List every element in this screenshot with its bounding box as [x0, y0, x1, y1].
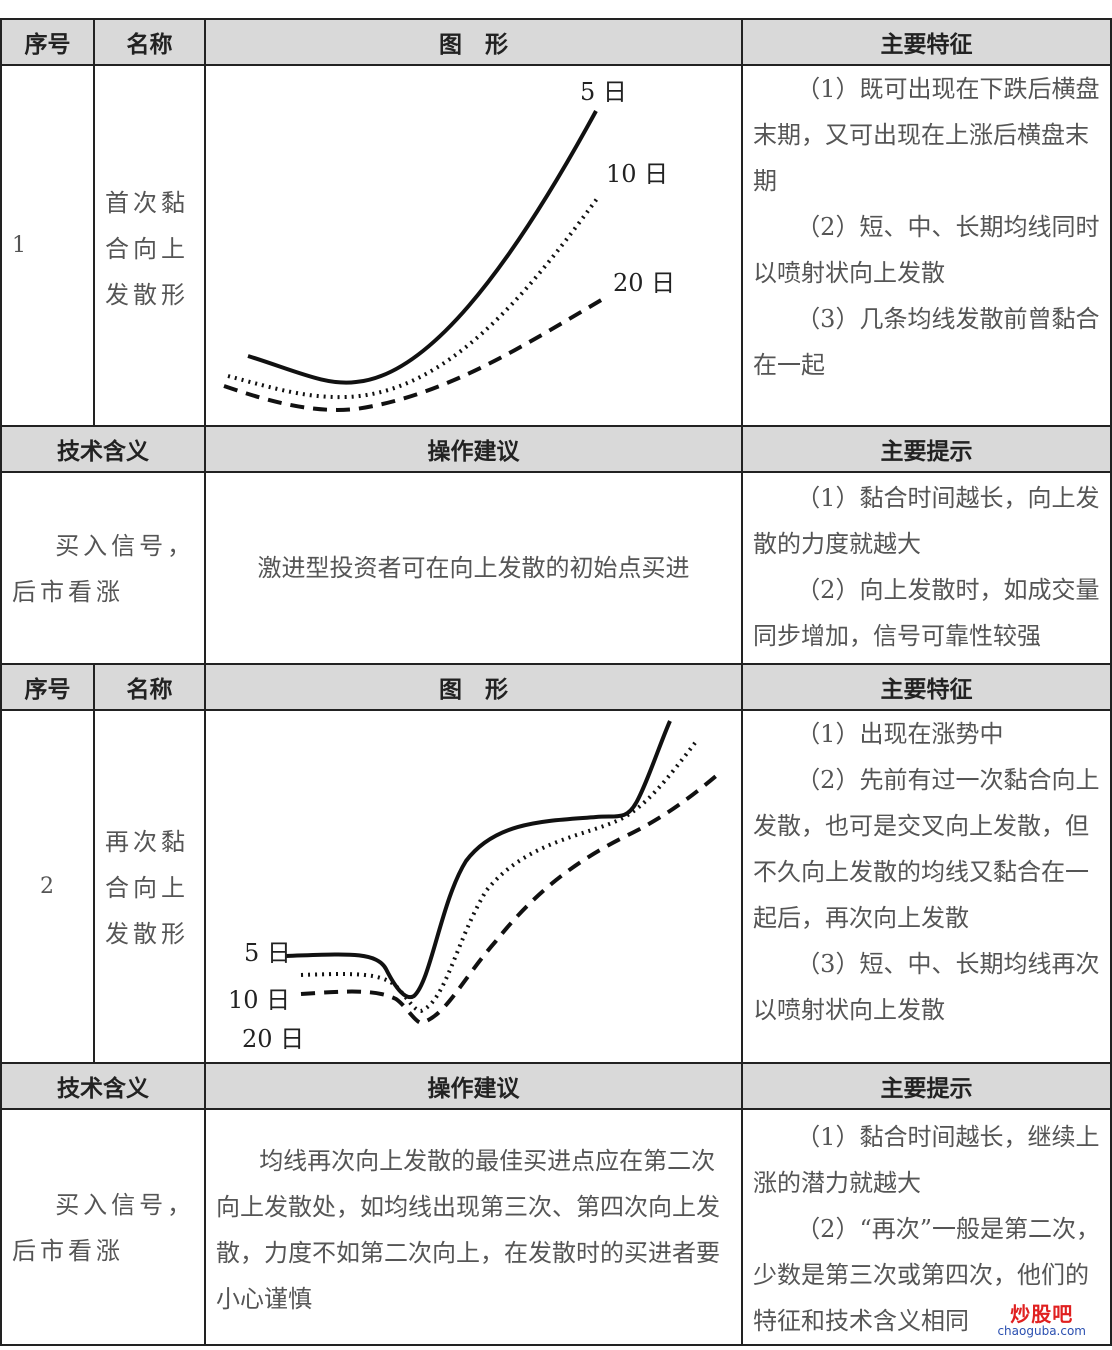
row1-tips: （1）黏合时间越长，向上发散的力度就越大 （2）向上发散时，如成交量同步增加，信…	[741, 471, 1112, 665]
ma5-label: 5 日	[244, 939, 291, 967]
row2-name-line3: 发散形	[105, 920, 189, 948]
row1-name-line2: 合向上	[105, 235, 189, 263]
watermark-brand: 炒股吧	[1010, 1302, 1074, 1326]
ma20-label: 20 日	[242, 1025, 304, 1053]
ma-pattern-table: 序号 名称 图 形 主要特征 1 首次黏 合向上 发散形 5 日 10 日 20…	[0, 18, 1112, 1346]
top-margin	[0, 0, 1112, 18]
row2-chart: 5 日 10 日 20 日	[204, 709, 743, 1064]
row1-advice-text: 激进型投资者可在向上发散的初始点买进	[257, 554, 690, 582]
row1-feature-2: （2）短、中、长期均线同时以喷射状向上发散	[753, 213, 1100, 287]
header-features: 主要特征	[741, 18, 1112, 66]
row1-features: （1）既可出现在下跌后横盘末期，又可出现在上涨后横盘末期 （2）短、中、长期均线…	[741, 64, 1112, 427]
row1-chart: 5 日 10 日 20 日	[204, 64, 743, 427]
header-seq-2: 序号	[0, 663, 95, 711]
watermark-domain: chaoguba.com	[997, 1324, 1086, 1338]
watermark: 炒股吧 chaoguba.com	[997, 1304, 1086, 1338]
row2-advice-text: 均线再次向上发散的最佳买进点应在第二次向上发散处，如均线出现第三次、第四次向上发…	[216, 1147, 720, 1313]
header-advice-2: 操作建议	[204, 1062, 743, 1110]
header-features-2: 主要特征	[741, 663, 1112, 711]
header-name: 名称	[93, 18, 206, 66]
header-shape: 图 形	[204, 18, 743, 66]
row1-ma-svg: 5 日 10 日 20 日	[223, 78, 675, 412]
row2-tip-2: （2）“再次”一般是第二次，少数是第三次或第四次，他们的特征和技术含义相同	[753, 1215, 1100, 1335]
row2-advice: 均线再次向上发散的最佳买进点应在第二次向上发散处，如均线出现第三次、第四次向上发…	[204, 1108, 743, 1346]
row2-features: （1）出现在涨势中 （2）先前有过一次黏合向上发散，也可是交叉向上发散，但不久向…	[741, 709, 1112, 1064]
header-name-2: 名称	[93, 663, 206, 711]
row2-feature-3: （3）短、中、长期均线再次以喷射状向上发散	[753, 950, 1100, 1024]
header-shape-2: 图 形	[204, 663, 743, 711]
ma10-label: 10 日	[606, 160, 668, 188]
ma5-label: 5 日	[580, 78, 627, 106]
row2-ma-svg: 5 日 10 日 20 日	[228, 720, 718, 1053]
ma5-line	[247, 110, 598, 385]
ma20-line	[223, 297, 605, 412]
row2-name: 再次黏 合向上 发散形	[93, 709, 206, 1064]
row2-feature-1: （1）出现在涨势中	[796, 720, 1004, 748]
row1-tip-2: （2）向上发散时，如成交量同步增加，信号可靠性较强	[753, 576, 1100, 650]
header-tips: 主要提示	[741, 425, 1112, 473]
row2-name-line2: 合向上	[105, 874, 189, 902]
row2-tips: （1）黏合时间越长，继续上涨的潜力就越大 （2）“再次”一般是第二次，少数是第三…	[741, 1108, 1112, 1346]
row2-feature-2: （2）先前有过一次黏合向上发散，也可是交叉向上发散，但不久向上发散的均线又黏合在…	[753, 766, 1100, 932]
row2-meaning-text: 买入信号，后市看涨	[12, 1191, 196, 1265]
header-meaning: 技术含义	[0, 425, 206, 473]
row1-name-line1: 首次黏	[105, 189, 189, 217]
header-seq: 序号	[0, 18, 95, 66]
row1-feature-1: （1）既可出现在下跌后横盘末期，又可出现在上涨后横盘末期	[753, 75, 1100, 195]
row1-seq: 1	[0, 64, 95, 427]
row1-advice: 激进型投资者可在向上发散的初始点买进	[204, 471, 743, 665]
ma5-line	[285, 720, 672, 1000]
ma10-line	[300, 737, 700, 1014]
row1-meaning: 买入信号，后市看涨	[0, 471, 206, 665]
row1-tip-1: （1）黏合时间越长，向上发散的力度就越大	[753, 484, 1100, 558]
ma10-label: 10 日	[228, 986, 290, 1014]
row2-seq: 2	[0, 709, 95, 1064]
row1-name: 首次黏 合向上 发散形	[93, 64, 206, 427]
header-advice: 操作建议	[204, 425, 743, 473]
row1-feature-3: （3）几条均线发散前曾黏合在一起	[753, 305, 1100, 379]
row2-tip-1: （1）黏合时间越长，继续上涨的潜力就越大	[753, 1123, 1100, 1197]
row2-meaning: 买入信号，后市看涨	[0, 1108, 206, 1346]
row1-meaning-text: 买入信号，后市看涨	[12, 532, 196, 606]
row1-name-line3: 发散形	[105, 281, 189, 309]
ma20-line	[300, 774, 718, 1026]
ma20-label: 20 日	[613, 269, 675, 297]
header-tips-2: 主要提示	[741, 1062, 1112, 1110]
header-meaning-2: 技术含义	[0, 1062, 206, 1110]
row2-name-line1: 再次黏	[105, 828, 189, 856]
